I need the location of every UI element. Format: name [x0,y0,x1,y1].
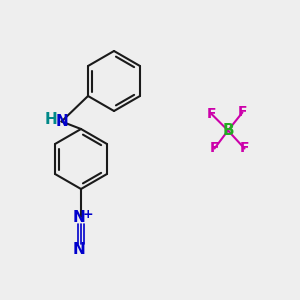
Text: +: + [82,208,93,221]
Text: F: F [240,142,249,155]
Text: H: H [45,112,57,127]
Text: N: N [73,242,86,256]
Text: B: B [222,123,234,138]
Text: F: F [210,142,219,155]
Text: F: F [207,107,216,121]
Text: N: N [73,210,86,225]
Text: F: F [238,106,247,119]
Text: N: N [55,114,68,129]
